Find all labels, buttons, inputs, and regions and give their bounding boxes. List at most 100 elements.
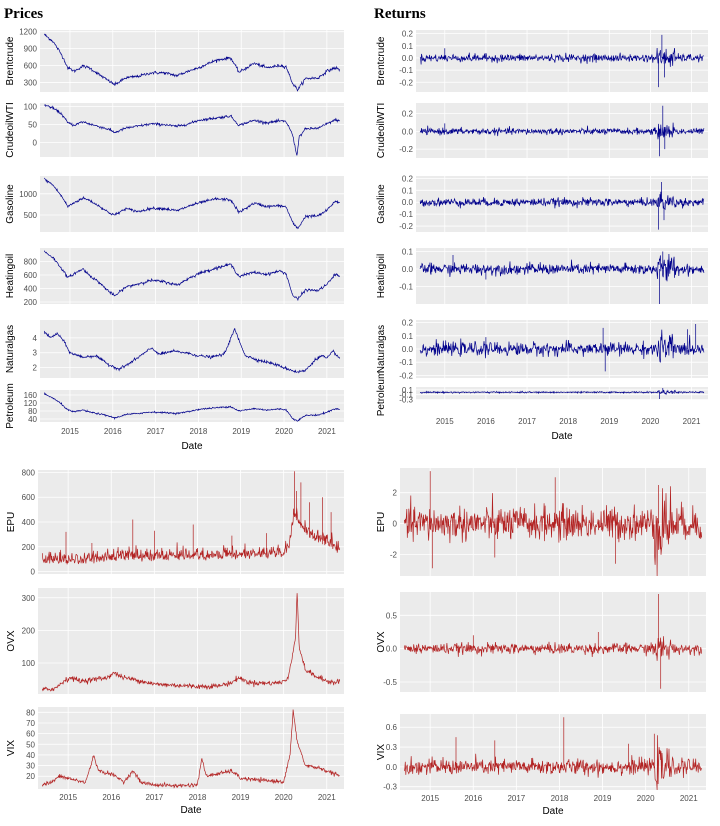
returns-xtick-label: 2020	[642, 417, 660, 426]
returns-heatingoil-axis-label: Heatingoil	[376, 254, 387, 298]
returns-title: Returns	[374, 6, 426, 22]
prices-heatingoil-ytick-label: 600	[24, 271, 38, 280]
returns-naturalgas-ytick-label: 0.2	[402, 319, 414, 328]
uncertainty-returns-vix-ytick-label: -0.3	[383, 783, 397, 792]
uncertainty-returns-xtick-label: 2020	[637, 794, 655, 803]
returns-petroleum-ytick-label: -0.3	[399, 396, 413, 405]
prices-xtick-label: 2021	[318, 427, 336, 436]
returns-heatingoil-panel	[416, 248, 708, 304]
prices-crudeoilwti-axis-label: CrudeoilWTI	[5, 102, 16, 158]
returns-brentcrude-series-line	[419, 34, 704, 88]
prices-brentcrude-ytick-label: 1200	[19, 28, 37, 37]
uncertainty-returns-xtick-label: 2019	[594, 794, 612, 803]
prices-crudeoilwti-series-line	[44, 104, 340, 156]
uncertainty-levels-vix-panel	[38, 707, 344, 789]
prices-heatingoil-series-line	[43, 250, 340, 302]
returns-xtick-label: 2019	[600, 417, 618, 426]
returns-naturalgas-ytick-label: 0.0	[402, 345, 414, 354]
uncertainty-levels-epu-axis-label: EPU	[6, 512, 17, 533]
uncertainty-returns-epu-axis-label: EPU	[376, 512, 387, 533]
prices-petroleum-axis-label: Petroleum	[5, 383, 16, 429]
returns-heatingoil-series-line	[419, 251, 705, 304]
returns-brentcrude-panel	[416, 30, 708, 92]
returns-naturalgas-series-line	[419, 324, 705, 372]
returns-gasoline-ytick-label: 0.0	[402, 198, 414, 207]
uncertainty-levels-epu-ytick-label: 400	[22, 518, 36, 527]
uncertainty-levels-vix-axis-label: VIX	[6, 740, 17, 756]
uncertainty-returns-epu-ytick-label: -2	[390, 550, 398, 559]
prices-xtick-label: 2015	[61, 427, 79, 436]
prices-gasoline-series-line	[44, 177, 340, 230]
prices-heatingoil-axis-label: Heatingoil	[5, 254, 16, 298]
returns-brentcrude-ytick-label: 0.2	[402, 30, 414, 39]
uncertainty-levels-ovx-ytick-label: 100	[22, 659, 36, 668]
returns-gasoline-ytick-label: 0.2	[402, 174, 414, 183]
uncertainty-levels-epu-ytick-label: 800	[22, 468, 36, 477]
prices-xtick-label: 2019	[232, 427, 250, 436]
returns-naturalgas-ytick-label: -0.1	[399, 358, 413, 367]
uncertainty-levels-vix-ytick-label: 70	[26, 719, 35, 728]
uncertainty-returns-xtick-label: 2016	[464, 794, 482, 803]
prices-heatingoil-panel	[40, 248, 344, 304]
prices-xtick-label: 2020	[275, 427, 293, 436]
prices-naturalgas-series-line	[43, 327, 341, 374]
uncertainty-returns-ovx-axis-label: OVX	[376, 631, 387, 652]
uncertainty-returns-ovx-ytick-label: 0.5	[386, 611, 398, 620]
uncertainty-levels-ovx-ytick-label: 300	[22, 594, 36, 603]
prices-brentcrude-ytick-label: 300	[24, 78, 38, 87]
returns-crudeoilwti-ytick-label: -0.2	[399, 145, 413, 154]
prices-brentcrude-series-line	[44, 33, 341, 92]
returns-gasoline-ytick-label: 0.1	[402, 186, 414, 195]
prices-gasoline-panel	[40, 176, 344, 232]
prices-petroleum-ytick-label: 160	[24, 391, 38, 400]
uncertainty-returns-epu-ytick-label: 0	[393, 520, 398, 529]
returns-gasoline-ytick-label: -0.1	[399, 210, 413, 219]
returns-petroleum-panel	[416, 387, 708, 400]
uncertainty-levels-ovx-panel	[38, 588, 344, 694]
returns-crudeoilwti-axis-label: CrudeoilWTI	[376, 103, 387, 159]
uncertainty-levels-x-axis-label: Date	[180, 805, 202, 816]
prices-xtick-label: 2016	[104, 427, 122, 436]
prices-naturalgas-axis-label: Naturalgas	[5, 325, 16, 373]
prices-naturalgas-ytick-label: 3	[33, 349, 38, 358]
returns-xtick-label: 2018	[559, 417, 577, 426]
uncertainty-returns-vix-ytick-label: 0.6	[386, 723, 398, 732]
prices-brentcrude-axis-label: Brentcrude	[5, 36, 16, 85]
returns-crudeoilwti-ytick-label: 0.0	[402, 127, 414, 136]
prices-crudeoilwti-ytick-label: 0	[33, 139, 38, 148]
returns-brentcrude-ytick-label: -0.2	[399, 78, 413, 87]
uncertainty-returns-vix-ytick-label: 0.3	[386, 743, 398, 752]
uncertainty-levels-ovx-axis-label: OVX	[6, 630, 17, 651]
uncertainty-returns-epu-ytick-label: 2	[393, 489, 398, 498]
uncertainty-levels-vix-ytick-label: 80	[26, 708, 35, 717]
returns-heatingoil-ytick-label: 0.0	[402, 265, 414, 274]
prices-brentcrude-panel	[40, 30, 344, 92]
uncertainty-levels-xtick-label: 2016	[102, 793, 120, 802]
uncertainty-levels-vix-series-line	[41, 709, 340, 789]
prices-heatingoil-ytick-label: 800	[24, 257, 38, 266]
uncertainty-returns-xtick-label: 2021	[680, 794, 698, 803]
prices-naturalgas-ytick-label: 4	[33, 334, 38, 343]
uncertainty-levels-epu-ytick-label: 0	[31, 568, 36, 577]
returns-xtick-label: 2021	[683, 417, 701, 426]
uncertainty-returns-vix-series-line	[403, 717, 703, 791]
prices-brentcrude-ytick-label: 900	[24, 45, 38, 54]
returns-brentcrude-ytick-label: 0.0	[402, 54, 414, 63]
returns-petroleum-series-line	[419, 388, 705, 399]
uncertainty-levels-xtick-label: 2018	[189, 793, 207, 802]
prices-crudeoilwti-panel	[40, 103, 344, 157]
uncertainty-returns-ovx-ytick-label: 0.0	[386, 645, 398, 654]
returns-gasoline-ytick-label: -0.2	[399, 222, 413, 231]
uncertainty-levels-vix-ytick-label: 30	[26, 762, 35, 771]
prices-naturalgas-panel	[40, 320, 344, 378]
uncertainty-levels-epu-series-line	[41, 471, 341, 565]
prices-petroleum-ytick-label: 80	[28, 407, 37, 416]
returns-petroleum-axis-label: Petroleum	[376, 371, 387, 417]
uncertainty-levels-xtick-label: 2017	[145, 793, 163, 802]
uncertainty-levels-xtick-label: 2021	[318, 793, 336, 802]
uncertainty-returns-xtick-label: 2017	[507, 794, 525, 803]
uncertainty-levels-xtick-label: 2019	[232, 793, 250, 802]
returns-naturalgas-ytick-label: 0.1	[402, 332, 414, 341]
returns-brentcrude-axis-label: Brentcrude	[376, 36, 387, 85]
